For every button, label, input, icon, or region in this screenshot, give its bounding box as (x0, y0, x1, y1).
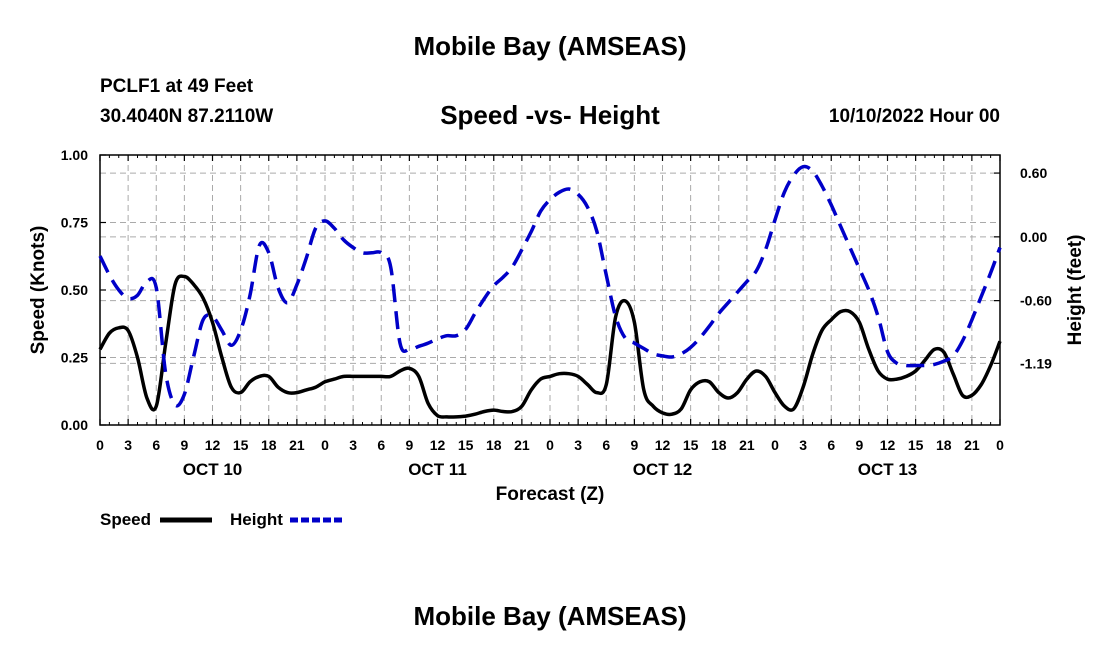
x-axis-title: Forecast (Z) (496, 484, 605, 505)
x-tick-label: 9 (855, 437, 863, 453)
y-tick-label: 0.25 (61, 350, 88, 366)
x-tick-label: 12 (430, 437, 446, 453)
day-label: OCT 13 (858, 460, 918, 479)
x-tick-label: 12 (205, 437, 221, 453)
x-tick-label: 0 (321, 437, 329, 453)
x-tick-label: 21 (514, 437, 530, 453)
y-right-tick-label: -1.19 (1020, 355, 1052, 371)
legend-label-height: Height (230, 510, 283, 529)
x-tick-label: 12 (655, 437, 671, 453)
x-tick-label: 0 (996, 437, 1004, 453)
x-tick-label: 21 (289, 437, 305, 453)
x-tick-label: 21 (964, 437, 980, 453)
y-right-tick-label: -0.60 (1020, 293, 1052, 309)
y-tick-label: 1.00 (61, 147, 88, 163)
x-tick-label: 6 (152, 437, 160, 453)
height-series-line (98, 164, 1002, 408)
y-right-tick-label: 0.00 (1020, 229, 1047, 245)
x-tick-label: 0 (771, 437, 779, 453)
x-tick-label: 3 (124, 437, 132, 453)
x-tick-label: 3 (799, 437, 807, 453)
y-right-axis-title: Height (feet) (1065, 235, 1086, 346)
footer-title: Mobile Bay (AMSEAS) (413, 601, 687, 631)
main-title: Mobile Bay (AMSEAS) (413, 31, 687, 61)
x-tick-label: 3 (574, 437, 582, 453)
x-tick-label: 6 (377, 437, 385, 453)
run-time: 10/10/2022 Hour 00 (828, 106, 1000, 127)
x-tick-label: 18 (486, 437, 502, 453)
x-tick-label: 15 (233, 437, 249, 453)
x-tick-label: 15 (458, 437, 474, 453)
x-tick-label: 18 (936, 437, 952, 453)
x-tick-label: 21 (739, 437, 755, 453)
x-tick-label: 15 (683, 437, 699, 453)
x-tick-label: 9 (630, 437, 638, 453)
x-tick-label: 3 (349, 437, 357, 453)
x-tick-label: 0 (96, 437, 104, 453)
chart-title: Speed -vs- Height (440, 100, 660, 130)
x-tick-label: 6 (827, 437, 835, 453)
station-coordinates: 30.4040N 87.2110W (100, 106, 274, 127)
y-axis-title: Speed (Knots) (28, 226, 49, 355)
x-tick-label: 0 (546, 437, 554, 453)
station-label: PCLF1 at 49 Feet (100, 76, 254, 97)
x-tick-label: 9 (180, 437, 188, 453)
y-tick-label: 0.50 (61, 282, 88, 298)
x-tick-label: 18 (711, 437, 727, 453)
speed-height-chart: 0 3 6 9 12 15 18 21 0 3 6 9 12 15 18 21 0 3 6 9 12 15 18 21 0 3 6 9… (28, 147, 1086, 529)
speed-series-line (98, 274, 1002, 419)
x-tick-label: 9 (405, 437, 413, 453)
day-label: OCT 11 (408, 460, 467, 479)
x-tick-label: 15 (908, 437, 924, 453)
x-tick-label: 12 (880, 437, 896, 453)
x-tick-label: 6 (602, 437, 610, 453)
day-label: OCT 10 (183, 460, 243, 479)
y-tick-label: 0.00 (61, 417, 88, 433)
x-tick-label: 18 (261, 437, 277, 453)
y-right-tick-label: 0.60 (1020, 165, 1047, 181)
day-label: OCT 12 (633, 460, 693, 479)
legend-label-speed: Speed (100, 510, 151, 529)
y-tick-label: 0.75 (61, 215, 88, 231)
